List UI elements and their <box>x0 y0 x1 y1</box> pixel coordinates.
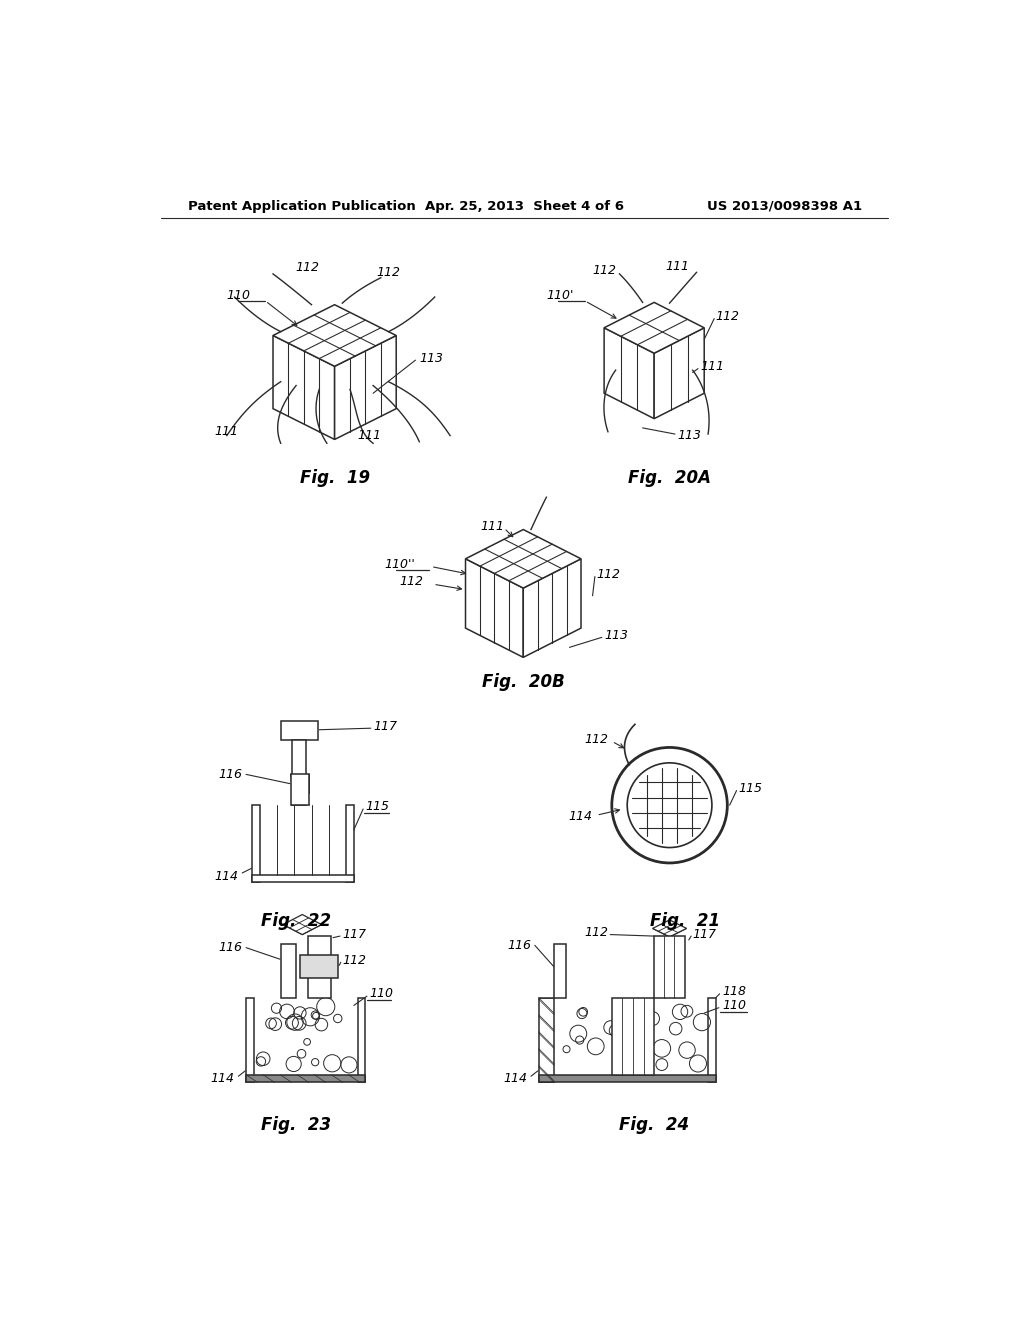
Text: 117: 117 <box>342 928 367 941</box>
Text: 112: 112 <box>596 568 621 581</box>
Polygon shape <box>246 1074 366 1082</box>
Text: Fig.  22: Fig. 22 <box>261 912 331 929</box>
Text: 114: 114 <box>503 1072 527 1085</box>
Text: 114: 114 <box>211 1072 234 1085</box>
Text: Fig.  24: Fig. 24 <box>620 1115 689 1134</box>
Text: 112: 112 <box>592 264 616 277</box>
Polygon shape <box>708 998 716 1082</box>
Text: 115: 115 <box>739 781 763 795</box>
Text: Apr. 25, 2013  Sheet 4 of 6: Apr. 25, 2013 Sheet 4 of 6 <box>425 199 625 213</box>
Polygon shape <box>466 558 523 657</box>
Text: 114: 114 <box>568 810 593 824</box>
Text: 118: 118 <box>722 985 745 998</box>
Text: US 2013/0098398 A1: US 2013/0098398 A1 <box>707 199 862 213</box>
Text: Fig.  20A: Fig. 20A <box>628 469 711 487</box>
Polygon shape <box>554 944 565 998</box>
Polygon shape <box>273 335 335 440</box>
Text: 114: 114 <box>214 870 239 883</box>
Text: Fig.  21: Fig. 21 <box>650 912 720 929</box>
Text: 117: 117 <box>373 721 397 733</box>
Text: 110: 110 <box>722 999 745 1012</box>
Text: 113: 113 <box>677 429 701 442</box>
Text: 112: 112 <box>296 261 319 275</box>
Text: 112: 112 <box>584 925 608 939</box>
Polygon shape <box>611 998 654 1074</box>
Polygon shape <box>654 327 705 418</box>
Polygon shape <box>539 1074 716 1082</box>
Polygon shape <box>273 305 396 367</box>
Polygon shape <box>670 928 686 937</box>
Polygon shape <box>539 998 554 1082</box>
Text: 116: 116 <box>218 768 243 781</box>
Text: Fig.  23: Fig. 23 <box>261 1115 331 1134</box>
Text: 112: 112 <box>584 733 608 746</box>
Polygon shape <box>252 875 354 882</box>
Polygon shape <box>652 928 670 937</box>
Text: 112: 112 <box>342 954 367 968</box>
Polygon shape <box>357 998 366 1082</box>
Text: 111: 111 <box>700 360 724 372</box>
Polygon shape <box>604 302 705 354</box>
Text: 117: 117 <box>692 928 717 941</box>
Polygon shape <box>281 721 317 739</box>
Text: 111: 111 <box>357 429 381 442</box>
Polygon shape <box>252 805 260 882</box>
Polygon shape <box>335 335 396 440</box>
Polygon shape <box>302 924 322 935</box>
Text: 116: 116 <box>507 939 531 952</box>
Polygon shape <box>283 924 302 935</box>
Text: 112: 112 <box>377 265 400 279</box>
Text: Fig.  20B: Fig. 20B <box>482 673 564 690</box>
Text: 113: 113 <box>604 630 628 643</box>
Text: 115: 115 <box>366 800 389 813</box>
Text: 110': 110' <box>546 289 573 302</box>
Text: 113: 113 <box>419 352 443 366</box>
Polygon shape <box>523 558 581 657</box>
Text: 116: 116 <box>218 941 243 954</box>
Text: 111: 111 <box>666 260 689 273</box>
Text: 112: 112 <box>716 310 739 323</box>
Polygon shape <box>466 529 581 589</box>
Polygon shape <box>604 327 654 418</box>
Text: 110: 110 <box>226 289 250 302</box>
Text: 111: 111 <box>214 425 239 438</box>
Text: Fig.  19: Fig. 19 <box>300 469 370 487</box>
Polygon shape <box>281 944 296 998</box>
Polygon shape <box>307 936 331 998</box>
Polygon shape <box>283 915 322 935</box>
Text: 110'': 110'' <box>385 557 416 570</box>
Polygon shape <box>346 805 354 882</box>
Polygon shape <box>246 998 254 1082</box>
Polygon shape <box>652 920 686 937</box>
Polygon shape <box>654 936 685 998</box>
Polygon shape <box>300 956 339 978</box>
Text: 112: 112 <box>399 576 423 589</box>
Polygon shape <box>291 775 309 805</box>
Text: Patent Application Publication: Patent Application Publication <box>188 199 416 213</box>
Text: 111: 111 <box>480 520 505 533</box>
Polygon shape <box>292 739 306 805</box>
Text: 110: 110 <box>370 987 393 1001</box>
